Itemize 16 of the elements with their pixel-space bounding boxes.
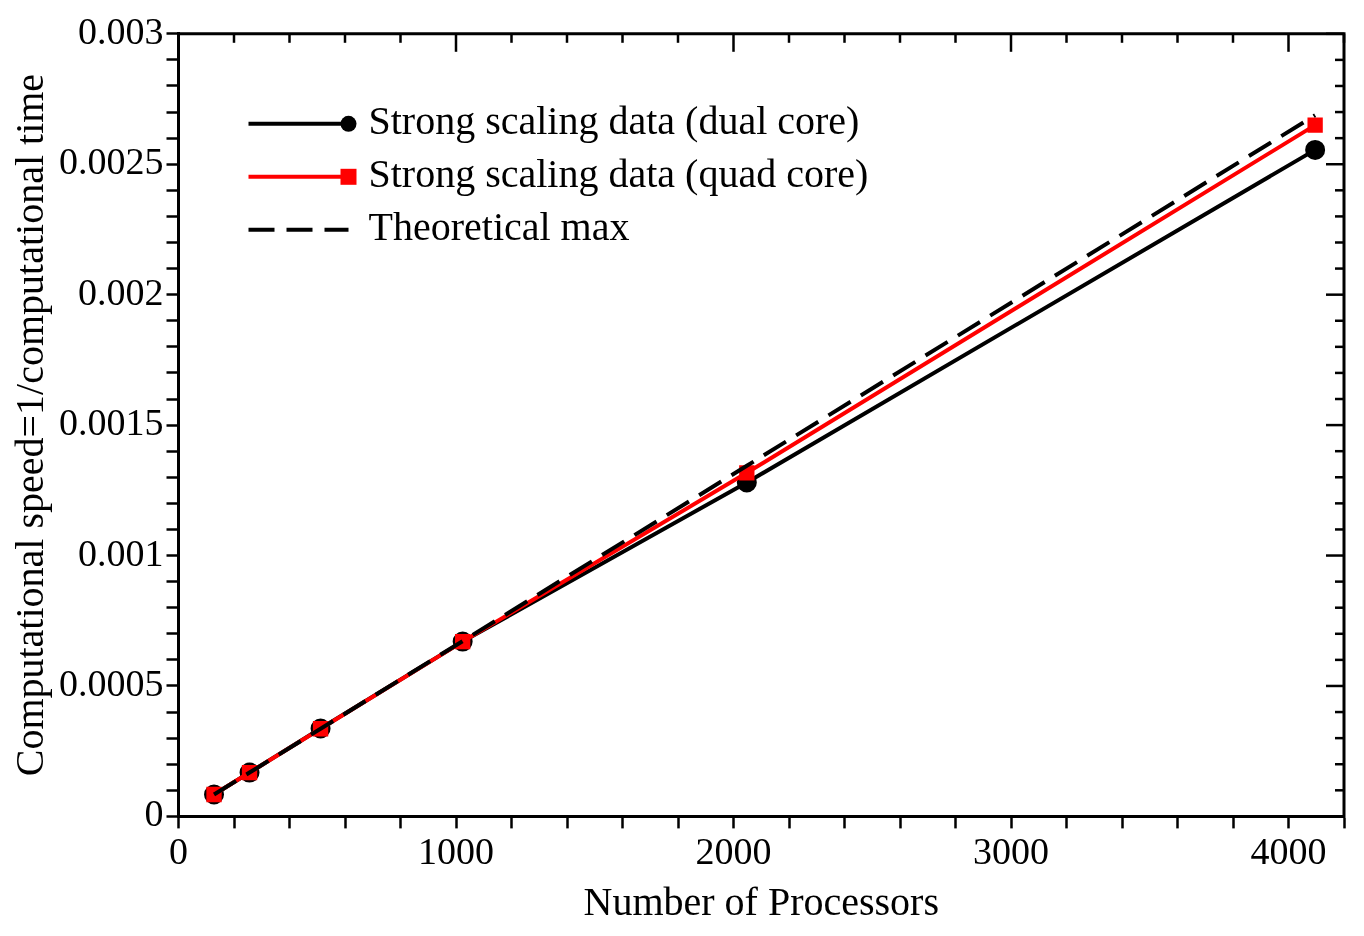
y-tick-label: 0.001: [78, 531, 164, 574]
y-tick-label: 0.0015: [59, 401, 164, 444]
x-tick-label: 1000: [418, 830, 494, 873]
y-tick-label: 0.003: [78, 9, 164, 52]
x-tick-label: 4000: [1250, 830, 1327, 873]
y-tick-label: 0.002: [78, 270, 164, 313]
y-tick-label: 0: [144, 792, 164, 835]
legend-label: Strong scaling data (quad core): [368, 151, 869, 197]
y-axis-title: Computational speed=1/computational time: [6, 73, 52, 777]
legend-label: Strong scaling data (dual core): [368, 98, 860, 144]
x-tick-label: 3000: [973, 830, 1049, 873]
y-tick-label: 0.0025: [59, 140, 164, 183]
legend-label: Theoretical max: [368, 204, 630, 250]
x-tick-label: 2000: [695, 830, 772, 873]
x-axis-title: Number of Processors: [583, 878, 939, 924]
y-tick-label: 0.0005: [59, 661, 164, 704]
